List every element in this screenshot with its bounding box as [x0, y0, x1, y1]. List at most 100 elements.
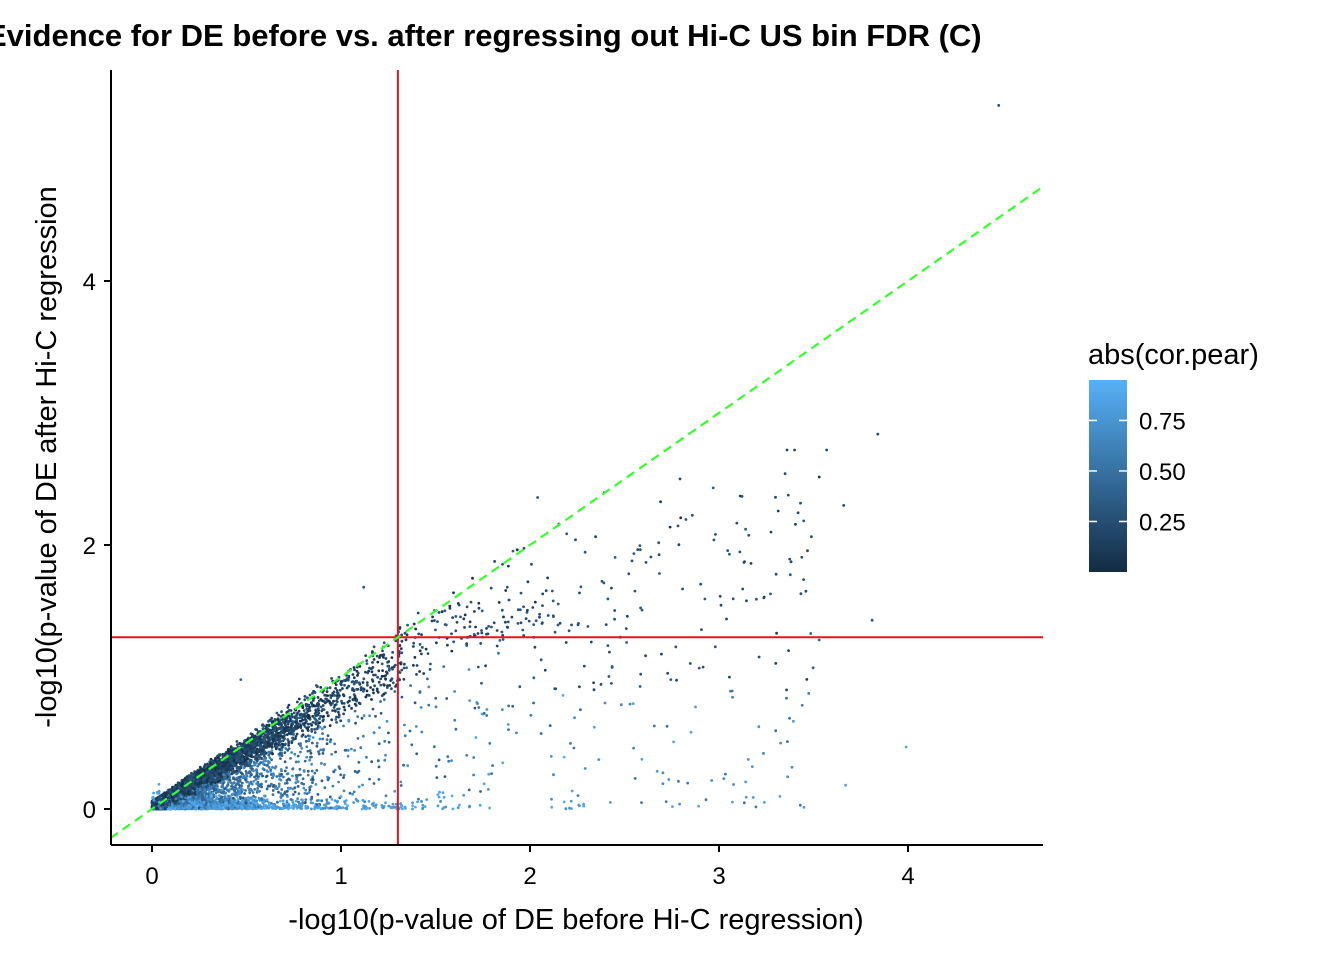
data-point: [539, 732, 543, 735]
data-point: [300, 746, 304, 750]
data-point: [489, 586, 493, 590]
data-point: [289, 798, 293, 801]
data-point: [679, 516, 683, 520]
data-point: [226, 783, 230, 787]
data-point: [421, 803, 425, 807]
data-point: [377, 669, 381, 673]
data-point: [304, 798, 308, 801]
data-point: [377, 742, 381, 746]
data-point: [297, 697, 301, 701]
data-point: [406, 764, 410, 768]
data-point: [221, 752, 225, 756]
data-point: [328, 724, 332, 727]
data-point: [365, 662, 369, 665]
data-point: [313, 691, 317, 694]
data-point: [279, 792, 283, 795]
data-point: [296, 711, 299, 715]
data-point: [426, 652, 430, 655]
data-point: [308, 709, 312, 712]
data-point: [405, 633, 409, 637]
data-point: [373, 684, 376, 688]
data-point: [305, 745, 309, 749]
data-point: [570, 807, 573, 810]
data-point: [260, 772, 263, 776]
data-point: [269, 768, 272, 771]
data-point: [152, 791, 156, 795]
data-point: [387, 731, 390, 735]
data-point: [433, 619, 436, 622]
data-point: [329, 738, 333, 741]
data-point: [315, 769, 319, 772]
data-point: [332, 690, 336, 694]
data-point: [544, 589, 548, 593]
data-point: [445, 697, 449, 700]
data-point: [399, 802, 402, 806]
data-point: [266, 770, 270, 774]
data-point: [422, 672, 426, 675]
data-point: [361, 681, 365, 684]
data-point: [322, 749, 325, 752]
data-point: [319, 748, 323, 752]
data-point: [343, 708, 347, 712]
data-point: [258, 798, 262, 802]
data-point: [348, 696, 352, 699]
data-point: [427, 685, 431, 689]
data-point: [507, 564, 510, 568]
data-point: [325, 742, 329, 746]
data-point: [249, 741, 253, 745]
data-point: [362, 689, 365, 693]
data-point: [448, 606, 452, 610]
data-point: [399, 784, 403, 787]
data-point: [321, 737, 325, 741]
data-point: [359, 686, 363, 689]
data-point: [378, 726, 381, 729]
data-point: [454, 629, 458, 633]
data-point: [344, 799, 348, 802]
data-point: [369, 686, 372, 689]
data-point: [444, 805, 448, 809]
data-point: [415, 673, 418, 676]
data-point: [393, 789, 397, 793]
data-point: [471, 576, 474, 580]
data-point: [446, 643, 449, 647]
data-point: [287, 708, 291, 712]
data-point: [295, 805, 299, 809]
data-point: [479, 790, 482, 793]
data-point: [328, 740, 332, 744]
data-point: [257, 796, 261, 800]
data-point: [294, 727, 298, 731]
data-point: [398, 626, 402, 629]
data-point: [426, 677, 429, 681]
data-point: [359, 688, 363, 692]
data-point: [321, 732, 324, 735]
data-point: [353, 709, 357, 713]
data-point: [321, 704, 325, 707]
data-point: [321, 715, 325, 719]
data-point: [266, 763, 269, 767]
data-point: [438, 790, 441, 794]
data-point: [317, 752, 321, 756]
data-point: [370, 678, 374, 681]
data-point: [291, 767, 295, 771]
data-point: [280, 788, 284, 791]
data-point: [320, 779, 324, 783]
data-point: [310, 741, 314, 745]
data-point: [293, 752, 297, 756]
data-point: [410, 743, 414, 747]
data-point: [337, 715, 341, 719]
data-point: [256, 764, 260, 768]
data-point: [412, 622, 416, 626]
data-point: [564, 807, 568, 811]
data-point: [361, 687, 365, 691]
data-point: [320, 699, 324, 703]
data-point: [400, 668, 404, 672]
data-point: [423, 805, 427, 808]
data-point: [437, 758, 441, 762]
data-point: [326, 714, 330, 717]
data-point: [299, 742, 302, 746]
data-point: [434, 628, 437, 632]
data-point: [519, 591, 523, 595]
data-point: [384, 677, 387, 681]
data-point: [275, 711, 279, 715]
